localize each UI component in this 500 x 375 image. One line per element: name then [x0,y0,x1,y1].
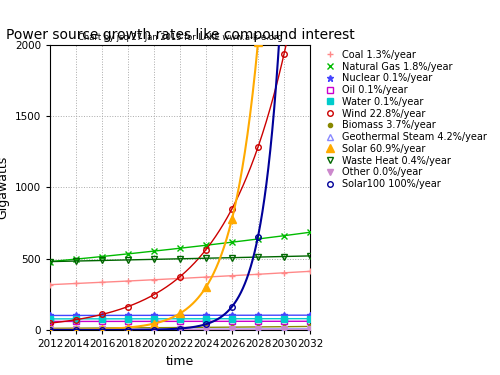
Y-axis label: Gigawatts: Gigawatts [0,156,9,219]
Legend: Coal 1.3%/year, Natural Gas 1.8%/year, Nuclear 0.1%/year, Oil 0.1%/year, Water 0: Coal 1.3%/year, Natural Gas 1.8%/year, N… [320,50,488,189]
X-axis label: time: time [166,355,194,368]
Title: Power source growth rates like compound interest: Power source growth rates like compound … [6,28,354,42]
Text: Chart by jsq 27 Jan 2013 for LAKE www.a-k-e.org: Chart by jsq 27 Jan 2013 for LAKE www.a-… [78,33,282,42]
